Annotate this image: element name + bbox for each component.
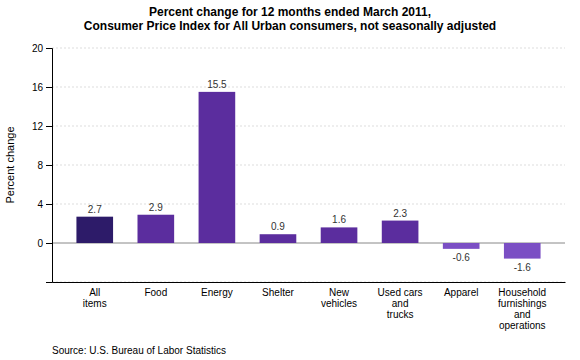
- data-label: 1.6: [332, 214, 346, 225]
- bar: [199, 92, 236, 243]
- bar: [76, 217, 113, 243]
- tick-mark: [46, 243, 52, 244]
- tick: 12: [32, 121, 52, 132]
- tick-label: 0: [37, 238, 43, 249]
- tick-mark: [46, 204, 52, 205]
- y-axis-title: Percent change: [4, 126, 16, 203]
- axis-line: [53, 282, 566, 283]
- axis-line: [46, 49, 53, 283]
- grid-line: [52, 48, 565, 49]
- grid-line: [52, 87, 565, 88]
- tick: Food: [144, 287, 167, 298]
- x-axis: Allitems Food Energy Shelter Newvehicles Used…: [53, 283, 566, 332]
- bar: [260, 234, 297, 243]
- tick-label: Used carsandtrucks: [378, 287, 423, 320]
- tick-label: Shelter: [262, 287, 294, 298]
- tick-label: 12: [32, 121, 44, 132]
- tick-label: Allitems: [83, 287, 107, 309]
- y-axis: 0 4 8 12 16 20: [32, 43, 53, 283]
- data-label: -1.6: [514, 262, 532, 273]
- tick: 20: [32, 43, 52, 54]
- tick-label: Food: [144, 287, 167, 298]
- tick: Allitems: [83, 287, 107, 309]
- tick: 8: [37, 160, 52, 171]
- tick-mark: [46, 126, 52, 127]
- grid-line: [52, 204, 565, 205]
- tick: Householdfurnishingsandoperations: [498, 287, 546, 331]
- tick: 4: [37, 199, 52, 210]
- tick: Energy: [201, 287, 233, 298]
- data-label: -0.6: [453, 252, 471, 263]
- tick-label: 16: [32, 82, 44, 93]
- tick: 16: [32, 82, 52, 93]
- bar: [138, 215, 175, 243]
- title: Percent change for 12 months ended March…: [84, 5, 496, 33]
- tick: 0: [37, 238, 52, 249]
- tick-label: 20: [32, 43, 44, 54]
- bar: [321, 227, 358, 243]
- tick-mark: [46, 165, 52, 166]
- tick-label: 4: [37, 199, 43, 210]
- tick-label: Apparel: [444, 287, 478, 298]
- data-label: 0.9: [271, 221, 285, 232]
- bar: [443, 243, 480, 249]
- source: Source: U.S. Bureau of Labor Statistics: [52, 345, 226, 356]
- tick-mark: [46, 48, 52, 49]
- grid: [52, 48, 565, 282]
- grid-line: [52, 282, 565, 283]
- tick: Apparel: [444, 287, 478, 298]
- data-label: 15.5: [207, 79, 227, 90]
- zero-line: [52, 243, 565, 244]
- bar: [504, 243, 541, 259]
- tick: Newvehicles: [321, 287, 357, 309]
- grid-line: [52, 165, 565, 166]
- tick-label: 8: [37, 160, 43, 171]
- data-label: 2.3: [393, 208, 407, 219]
- tick-label: Householdfurnishingsandoperations: [498, 287, 546, 331]
- plot: 2.7 2.9 15.5 0.9 1.6 2.3 -0.6 -1.6 0 4 8 12 16 20 Alli…: [32, 43, 566, 331]
- chart: Percent change for 12 months ended March…: [0, 0, 580, 360]
- data-label: 2.9: [149, 202, 163, 213]
- chart-container: Percent change for 12 months ended March…: [0, 0, 580, 360]
- bars: [76, 92, 540, 259]
- data-labels: 2.7 2.9 15.5 0.9 1.6 2.3 -0.6 -1.6: [88, 79, 532, 273]
- data-label: 2.7: [88, 204, 102, 215]
- tick-mark: [46, 87, 52, 88]
- tick: Shelter: [262, 287, 294, 298]
- bar: [382, 221, 419, 243]
- grid-line: [52, 126, 565, 127]
- tick: Used carsandtrucks: [378, 287, 423, 320]
- tick-label: Energy: [201, 287, 233, 298]
- tick-label: Newvehicles: [321, 287, 357, 309]
